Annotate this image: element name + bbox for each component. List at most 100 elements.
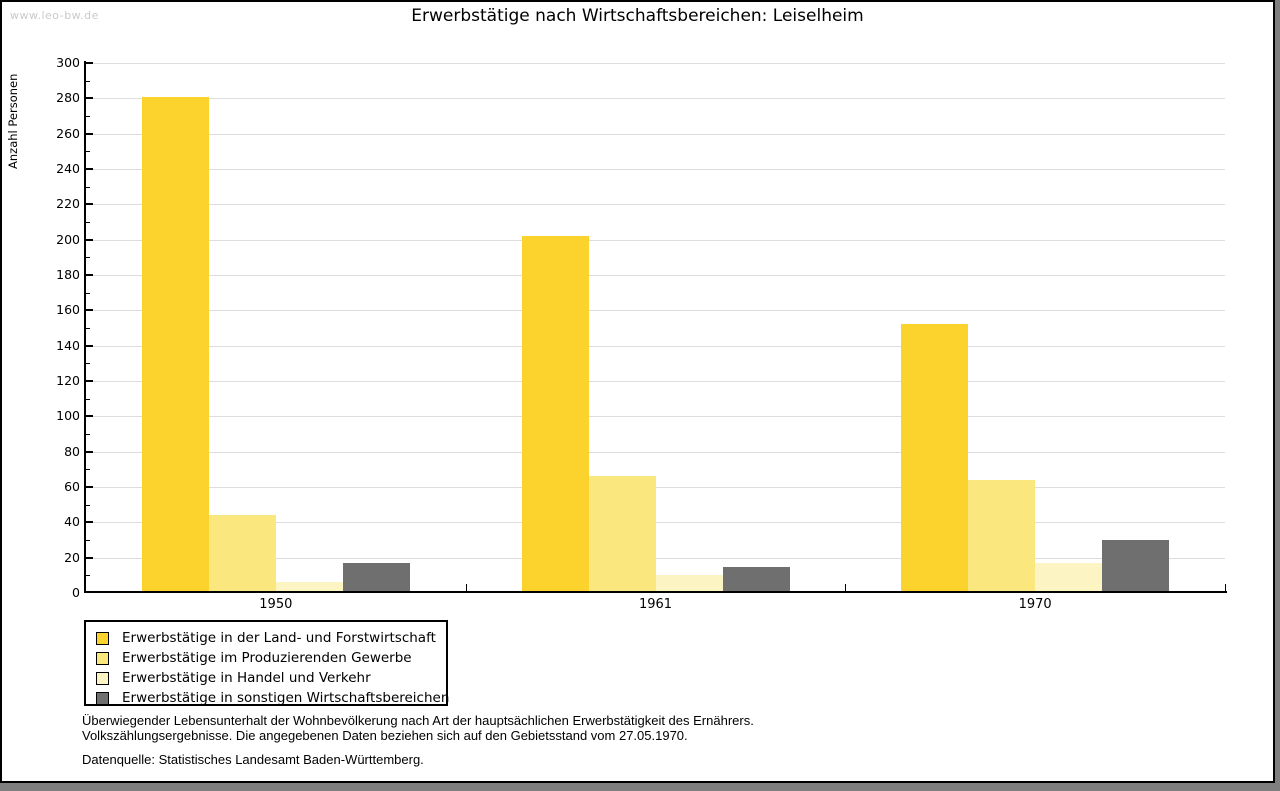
legend-item-3: Erwerbstätige in Handel und Verkehr bbox=[96, 668, 446, 688]
x-category-label: 1950 bbox=[259, 597, 293, 612]
bar-1970-series-1 bbox=[901, 324, 969, 591]
y-tick-label: 120 bbox=[56, 373, 80, 388]
legend-swatch-3 bbox=[96, 671, 109, 685]
y-tick-minor bbox=[86, 186, 90, 188]
legend-label-1: Erwerbstätige in der Land- und Forstwirt… bbox=[122, 630, 436, 646]
y-tick-minor bbox=[86, 504, 90, 506]
y-tick-minor bbox=[86, 469, 90, 471]
y-tick-label: 220 bbox=[56, 196, 80, 212]
legend-item-4: Erwerbstätige in sonstigen Wirtschaftsbe… bbox=[96, 688, 450, 708]
x-axis-line bbox=[84, 591, 1227, 593]
y-gridline bbox=[86, 416, 1225, 418]
bar-1970-series-4 bbox=[1102, 540, 1170, 591]
y-tick-label: 240 bbox=[56, 161, 80, 176]
y-gridline bbox=[86, 451, 1225, 453]
y-gridline bbox=[86, 275, 1225, 276]
data-source: Datenquelle: Statistisches Landesamt Bad… bbox=[82, 752, 424, 767]
y-tick-major bbox=[86, 203, 93, 206]
y-tick-minor bbox=[86, 434, 90, 435]
bar-1970-series-3 bbox=[1035, 562, 1103, 591]
y-tick-label: 60 bbox=[64, 479, 80, 494]
y-tick-minor bbox=[86, 540, 90, 541]
chart-title: Erwerbstätige nach Wirtschaftsbereichen:… bbox=[411, 6, 864, 26]
y-tick-label: 100 bbox=[56, 408, 80, 424]
y-tick-major bbox=[86, 62, 93, 64]
y-tick-major bbox=[86, 97, 93, 100]
legend-swatch-2 bbox=[96, 651, 109, 665]
y-tick-major bbox=[86, 415, 93, 418]
y-tick-major bbox=[86, 486, 93, 488]
bar-1961-series-2 bbox=[588, 476, 656, 591]
y-tick-major bbox=[86, 132, 93, 135]
y-gridline bbox=[86, 98, 1225, 100]
legend: Erwerbstätige in der Land- und Forstwirt… bbox=[84, 620, 450, 708]
y-gridline bbox=[86, 204, 1225, 206]
legend-item-1: Erwerbstätige in der Land- und Forstwirt… bbox=[96, 628, 446, 648]
y-gridline bbox=[86, 557, 1225, 559]
legend-item-2: Erwerbstätige im Produzierenden Gewerbe bbox=[96, 648, 446, 668]
x-tick bbox=[845, 584, 847, 591]
y-gridline bbox=[86, 239, 1225, 241]
y-gridline bbox=[86, 487, 1225, 488]
y-tick-label: 20 bbox=[64, 549, 80, 565]
y-axis-line bbox=[84, 61, 86, 593]
y-tick-label: 300 bbox=[56, 55, 80, 70]
y-tick-major bbox=[86, 309, 93, 312]
y-tick-label: 0 bbox=[72, 585, 80, 600]
footnote: Überwiegender Lebensunterhalt der Wohnbe… bbox=[82, 713, 754, 767]
y-tick-major bbox=[86, 380, 93, 382]
y-gridline bbox=[86, 522, 1225, 524]
x-category-label: 1961 bbox=[638, 597, 673, 612]
y-tick-label: 260 bbox=[56, 125, 80, 141]
bar-1950-series-3 bbox=[275, 582, 343, 591]
footnote-line-2: Volkszählungsergebnisse. Die angegebenen… bbox=[82, 728, 688, 743]
y-tick-minor bbox=[86, 222, 90, 223]
y-tick-minor bbox=[86, 575, 90, 577]
y-gridline bbox=[86, 169, 1225, 170]
y-tick-major bbox=[86, 450, 93, 453]
y-tick-label: 200 bbox=[56, 231, 80, 247]
y-tick-minor bbox=[86, 292, 90, 294]
y-gridline bbox=[86, 63, 1225, 64]
legend-label-2: Erwerbstätige im Produzierenden Gewerbe bbox=[122, 650, 412, 666]
bar-1961-series-1 bbox=[521, 236, 589, 591]
y-gridline bbox=[86, 133, 1225, 135]
y-tick-major bbox=[86, 168, 93, 170]
legend-label-3: Erwerbstätige in Handel und Verkehr bbox=[122, 670, 371, 686]
y-gridline bbox=[86, 381, 1225, 382]
legend-label-4: Erwerbstätige in sonstigen Wirtschaftsbe… bbox=[122, 690, 450, 706]
y-tick-label: 140 bbox=[56, 337, 80, 353]
legend-swatch-1 bbox=[96, 631, 109, 645]
y-tick-label: 180 bbox=[56, 267, 80, 282]
y-tick-label: 80 bbox=[64, 443, 80, 459]
y-tick-minor bbox=[86, 80, 90, 82]
footnote-line-1: Überwiegender Lebensunterhalt der Wohnbe… bbox=[82, 713, 754, 728]
y-tick-minor bbox=[86, 257, 90, 259]
y-tick-major bbox=[86, 556, 93, 559]
y-tick-major bbox=[86, 274, 93, 276]
bar-1950-series-2 bbox=[208, 515, 276, 591]
x-tick bbox=[465, 584, 467, 591]
y-tick-minor bbox=[86, 151, 90, 153]
bar-1970-series-2 bbox=[968, 479, 1036, 591]
y-tick-major bbox=[86, 344, 93, 347]
bar-1961-series-4 bbox=[722, 566, 790, 591]
y-tick-minor bbox=[86, 328, 90, 329]
bar-1961-series-3 bbox=[655, 575, 723, 591]
x-tick bbox=[1225, 584, 1226, 591]
y-gridline bbox=[86, 310, 1225, 312]
y-tick-minor bbox=[86, 116, 90, 117]
bar-1950-series-4 bbox=[342, 562, 410, 591]
watermark: www.leo-bw.de bbox=[10, 9, 99, 22]
y-tick-label: 40 bbox=[64, 514, 80, 530]
y-tick-label: 160 bbox=[56, 302, 80, 318]
y-tick-major bbox=[86, 238, 93, 241]
legend-swatch-4 bbox=[96, 691, 109, 705]
y-tick-minor bbox=[86, 363, 90, 365]
y-tick-major bbox=[86, 521, 93, 524]
y-tick-label: 280 bbox=[56, 90, 80, 106]
y-tick-minor bbox=[86, 398, 90, 400]
